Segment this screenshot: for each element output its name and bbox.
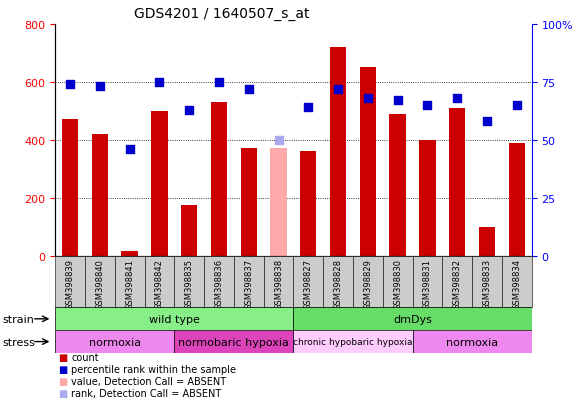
Text: rank, Detection Call = ABSENT: rank, Detection Call = ABSENT	[71, 388, 222, 398]
Text: GSM398841: GSM398841	[125, 259, 134, 309]
Point	[244, 86, 253, 93]
Bar	[479, 227, 495, 256]
Bar	[300, 152, 317, 256]
Bar	[204, 256, 234, 308]
Text: dmDys: dmDys	[393, 314, 432, 324]
Text: ■: ■	[58, 388, 67, 398]
Bar	[115, 256, 145, 308]
Bar	[174, 256, 204, 308]
Text: GDS4201 / 1640507_s_at: GDS4201 / 1640507_s_at	[134, 7, 310, 21]
Point	[304, 105, 313, 112]
Bar	[330, 48, 346, 256]
Point	[125, 146, 134, 153]
Bar	[211, 103, 227, 256]
Bar	[442, 256, 472, 308]
Text: normobaric hypoxia: normobaric hypoxia	[178, 337, 289, 347]
Text: GSM398840: GSM398840	[95, 259, 105, 309]
Bar	[383, 256, 413, 308]
Text: GSM398839: GSM398839	[66, 259, 74, 309]
Bar	[293, 256, 323, 308]
Text: GSM398834: GSM398834	[512, 259, 521, 309]
Bar	[413, 256, 442, 308]
Bar	[55, 256, 85, 308]
Bar	[449, 109, 465, 256]
Bar	[145, 256, 174, 308]
Bar	[264, 256, 293, 308]
Point	[66, 82, 75, 88]
Text: GSM398827: GSM398827	[304, 259, 313, 309]
Bar	[502, 256, 532, 308]
Text: GSM398837: GSM398837	[244, 259, 253, 310]
Bar	[360, 68, 376, 256]
Text: ■: ■	[58, 376, 67, 386]
Point	[185, 107, 194, 114]
Text: ■: ■	[58, 352, 67, 362]
Text: count: count	[71, 352, 99, 362]
Text: GSM398833: GSM398833	[482, 259, 492, 310]
Bar	[241, 149, 257, 256]
Bar	[62, 120, 78, 256]
Bar	[151, 112, 167, 256]
Bar	[293, 308, 532, 330]
Text: chronic hypobaric hypoxia: chronic hypobaric hypoxia	[293, 337, 413, 346]
Point	[363, 95, 372, 102]
Bar	[92, 135, 108, 256]
Point	[482, 119, 492, 125]
Text: GSM398828: GSM398828	[333, 259, 343, 309]
Text: normoxia: normoxia	[89, 337, 141, 347]
Bar	[472, 256, 502, 308]
Text: stress: stress	[3, 337, 36, 347]
Text: GSM398838: GSM398838	[274, 259, 283, 310]
Bar	[323, 256, 353, 308]
Bar	[293, 330, 413, 353]
Bar	[55, 308, 293, 330]
Point	[423, 102, 432, 109]
Bar	[181, 206, 198, 256]
Bar	[389, 114, 406, 256]
Text: ■: ■	[58, 364, 67, 374]
Text: strain: strain	[3, 314, 35, 324]
Bar	[413, 330, 532, 353]
Bar	[419, 140, 436, 256]
Text: GSM398842: GSM398842	[155, 259, 164, 309]
Point	[214, 79, 224, 86]
Bar	[85, 256, 115, 308]
Point	[274, 137, 283, 144]
Point	[95, 84, 105, 90]
Text: GSM398829: GSM398829	[363, 259, 372, 309]
Text: GSM398831: GSM398831	[423, 259, 432, 309]
Text: GSM398835: GSM398835	[185, 259, 193, 309]
Bar	[174, 330, 293, 353]
Point	[453, 95, 462, 102]
Text: value, Detection Call = ABSENT: value, Detection Call = ABSENT	[71, 376, 227, 386]
Point	[155, 79, 164, 86]
Text: percentile rank within the sample: percentile rank within the sample	[71, 364, 236, 374]
Point	[512, 102, 521, 109]
Point	[393, 98, 402, 104]
Bar	[55, 330, 174, 353]
Text: GSM398832: GSM398832	[453, 259, 462, 309]
Point	[333, 86, 343, 93]
Bar	[121, 252, 138, 256]
Text: GSM398830: GSM398830	[393, 259, 402, 309]
Text: normoxia: normoxia	[446, 337, 498, 347]
Bar	[270, 149, 286, 256]
Bar	[353, 256, 383, 308]
Bar	[508, 143, 525, 256]
Text: wild type: wild type	[149, 314, 200, 324]
Bar	[234, 256, 264, 308]
Text: GSM398836: GSM398836	[214, 259, 224, 310]
